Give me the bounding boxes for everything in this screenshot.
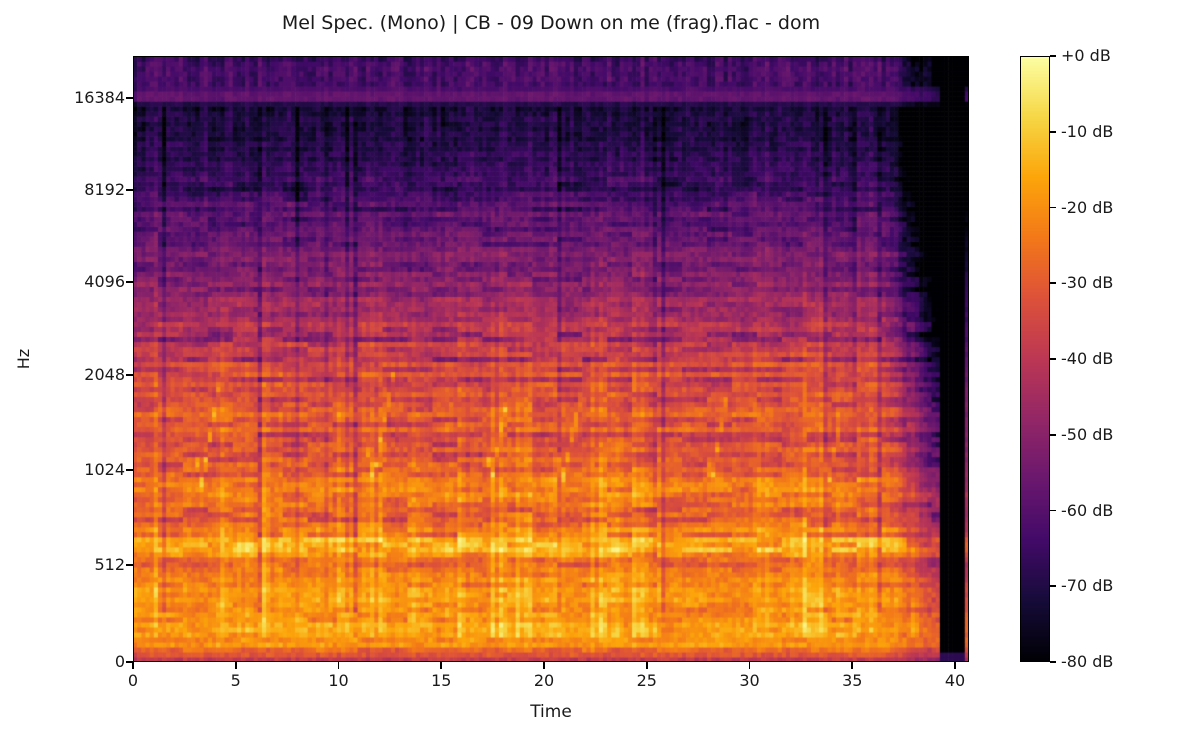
x-tick-label: 5 [230,671,241,690]
colorbar-tick-mark [1050,55,1056,57]
colorbar-tick-label: -20 dB [1061,197,1114,217]
colorbar-tick-mark [1050,130,1056,133]
colorbar-tick-label: -10 dB [1061,121,1114,141]
y-tick-label: 8192 [84,179,125,199]
chart-title: Mel Spec. (Mono) | CB - 09 Down on me (f… [281,12,821,34]
colorbar-tick-mark [1050,509,1056,512]
y-tick-mark [126,469,133,471]
x-tick-mark [748,662,751,669]
colorbar-tick-label: -40 dB [1061,349,1114,368]
colorbar-tick-mark [1050,585,1056,588]
x-tick-label: 25 [636,671,657,690]
colorbar-tick-label: -30 dB [1061,273,1114,293]
x-tick-mark [337,662,340,669]
x-tick-mark [543,662,545,669]
colorbar [1020,56,1050,662]
x-tick-mark [954,662,956,669]
y-tick-label: 16384 [74,87,125,107]
x-tick-label: 30 [739,671,760,690]
y-tick-mark [126,189,133,191]
x-tick-label: 15 [431,671,452,690]
colorbar-tick-mark [1050,433,1056,436]
y-tick-label: 2048 [84,364,125,384]
colorbar-tick-mark [1050,358,1056,360]
colorbar-tick-label: -60 dB [1061,500,1114,520]
colorbar-tick-mark [1050,282,1056,285]
y-tick-label: 0 [114,652,125,671]
y-tick-mark [126,564,133,566]
y-tick-mark [126,374,133,376]
x-tick-mark [851,662,854,669]
x-tick-label: 20 [533,671,555,690]
x-tick-label: 0 [127,671,139,690]
x-tick-mark [645,662,648,669]
x-tick-label: 35 [842,671,863,690]
y-tick-mark [126,281,133,283]
colorbar-tick-mark [1050,206,1056,209]
colorbar-tick-mark [1050,661,1056,663]
spectrogram-heatmap [133,56,969,662]
y-tick-label: 1024 [84,460,125,480]
x-tick-mark [234,662,237,669]
colorbar-tick-label: +0 dB [1061,46,1111,65]
x-tick-mark [440,662,443,669]
y-tick-label: 512 [94,554,125,574]
colorbar-tick-label: -80 dB [1061,652,1114,671]
x-axis-label: Time [530,702,572,722]
x-tick-mark [132,662,134,669]
y-tick-label: 4096 [84,271,125,291]
y-tick-mark [126,661,133,663]
x-tick-label: 40 [944,671,966,690]
x-tick-label: 10 [328,671,349,690]
colorbar-tick-label: -50 dB [1061,424,1114,444]
colorbar-tick-label: -70 dB [1061,576,1114,596]
y-tick-mark [126,97,133,99]
